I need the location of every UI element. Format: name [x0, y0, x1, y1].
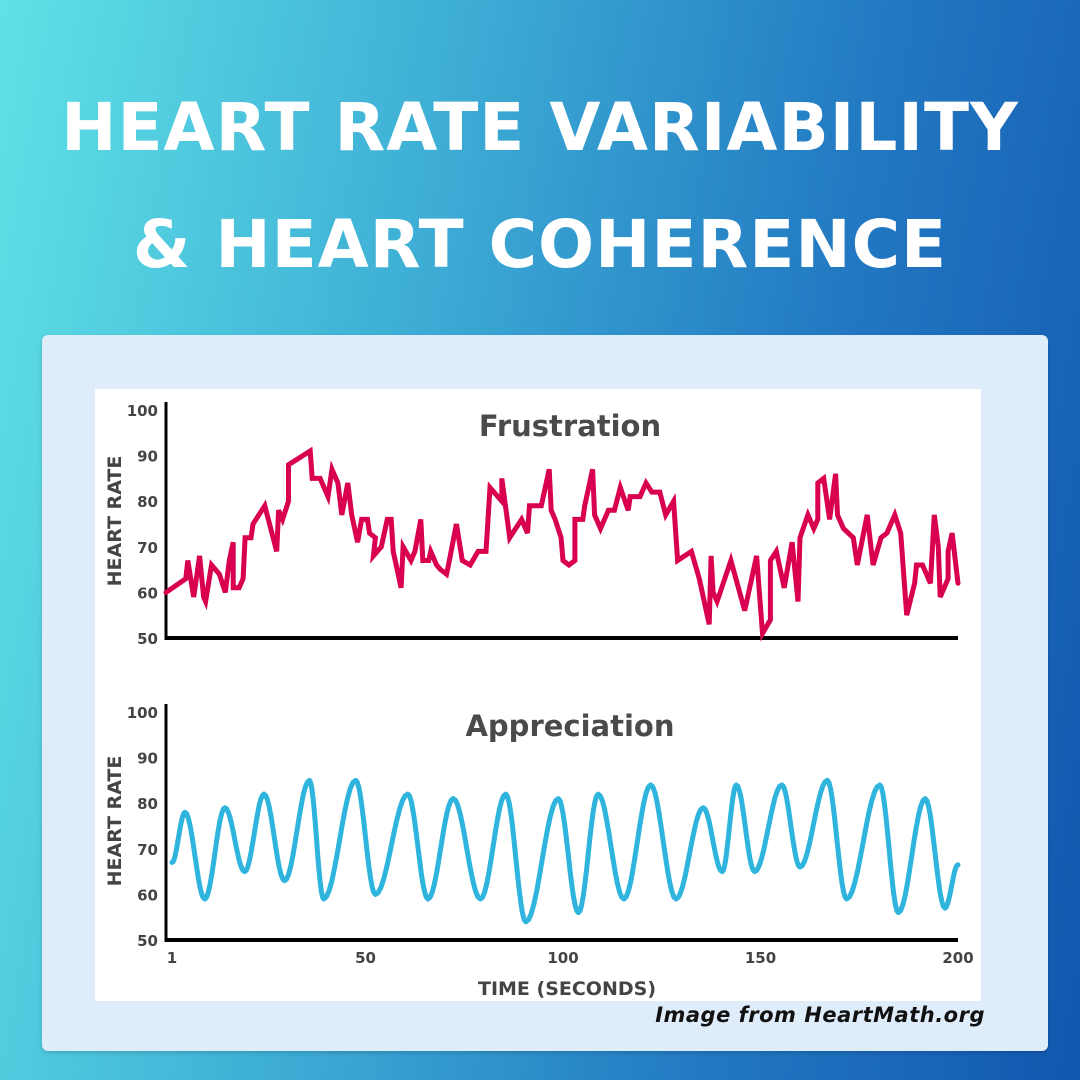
x-tick-label: 1: [167, 949, 177, 967]
x-axis-label: TIME (SECONDS): [478, 978, 656, 1000]
x-tick-label: 100: [547, 949, 578, 967]
frustration-y-tick-label: 90: [137, 448, 158, 466]
appreciation-y-tick-label: 60: [137, 886, 158, 904]
frustration-y-axis-label: HEART RATE: [104, 456, 126, 587]
appreciation-heart-rate-line: [169, 777, 961, 925]
appreciation-y-tick-label: 80: [137, 795, 158, 813]
frustration-title: Frustration: [479, 409, 661, 443]
appreciation-y-tick-label: 50: [137, 932, 158, 950]
frustration-y-tick-label: 100: [127, 402, 158, 420]
appreciation-y-axis-label: HEART RATE: [104, 756, 126, 887]
appreciation-title: Appreciation: [465, 709, 674, 743]
headline-line-1: HEART RATE VARIABILITY: [61, 89, 1019, 166]
frustration-y-tick-label: 60: [137, 584, 158, 602]
frustration-y-tick-label: 50: [137, 630, 158, 648]
x-tick-label: 50: [355, 949, 376, 967]
appreciation-y-tick-label: 70: [137, 841, 158, 859]
x-tick-label: 200: [942, 949, 973, 967]
image-credit: Image from HeartMath.org: [655, 1003, 985, 1027]
frustration-y-tick-label: 80: [137, 493, 158, 511]
frustration-y-tick-label: 70: [137, 539, 158, 557]
appreciation-y-tick-label: 100: [127, 704, 158, 722]
appreciation-y-tick-label: 90: [137, 750, 158, 768]
frustration-heart-rate-line: [163, 446, 961, 642]
headline-line-2: & HEART COHERENCE: [132, 206, 948, 283]
x-tick-label: 150: [745, 949, 776, 967]
